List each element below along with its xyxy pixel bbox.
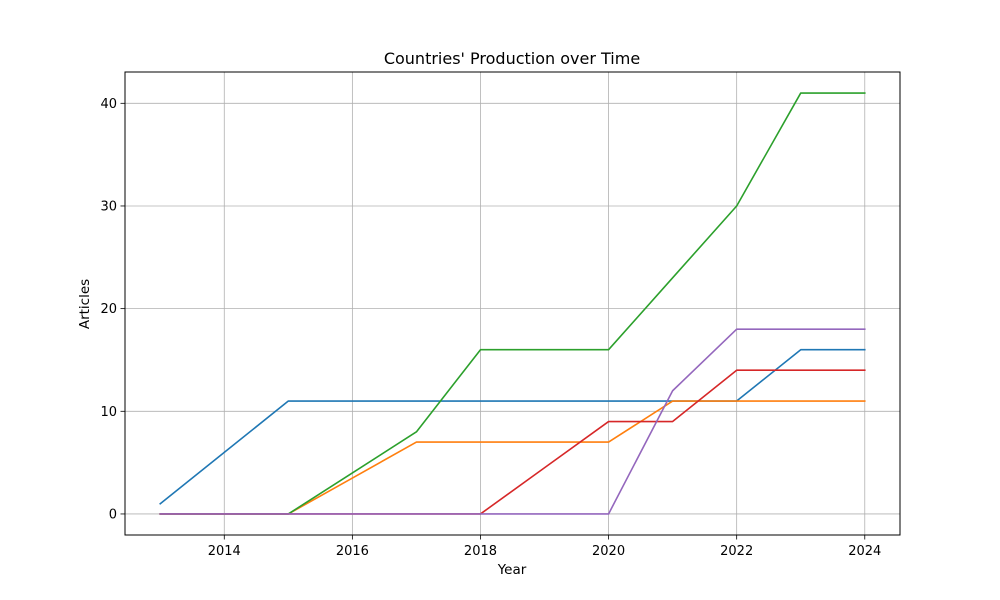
y-axis-label: Articles	[77, 279, 93, 329]
x-tick-label: 2014	[208, 544, 241, 559]
ticks: 2014 2016 2018 2020 2022 2024 0 10 20 30 40	[100, 97, 881, 559]
y-tick-label: 20	[100, 302, 117, 317]
x-tick-label: 2016	[336, 544, 369, 559]
y-tick-label: 10	[100, 405, 117, 420]
x-tick-label: 2022	[720, 544, 753, 559]
x-axis-label: Year	[497, 562, 527, 578]
x-tick-label: 2020	[592, 544, 625, 559]
x-tick-label: 2018	[464, 544, 497, 559]
series-lines	[159, 92, 866, 515]
y-tick-label: 30	[100, 199, 117, 214]
y-tick-label: 40	[100, 97, 117, 112]
series-line-5	[159, 328, 866, 515]
x-tick-label: 2024	[848, 544, 881, 559]
chart-title: Countries' Production over Time	[384, 49, 640, 68]
series-line-3	[159, 92, 866, 515]
y-tick-label: 0	[109, 507, 117, 522]
series-line-2	[159, 400, 866, 515]
grid	[125, 72, 900, 535]
series-line-1	[159, 348, 866, 505]
plot-frame	[124, 71, 901, 536]
